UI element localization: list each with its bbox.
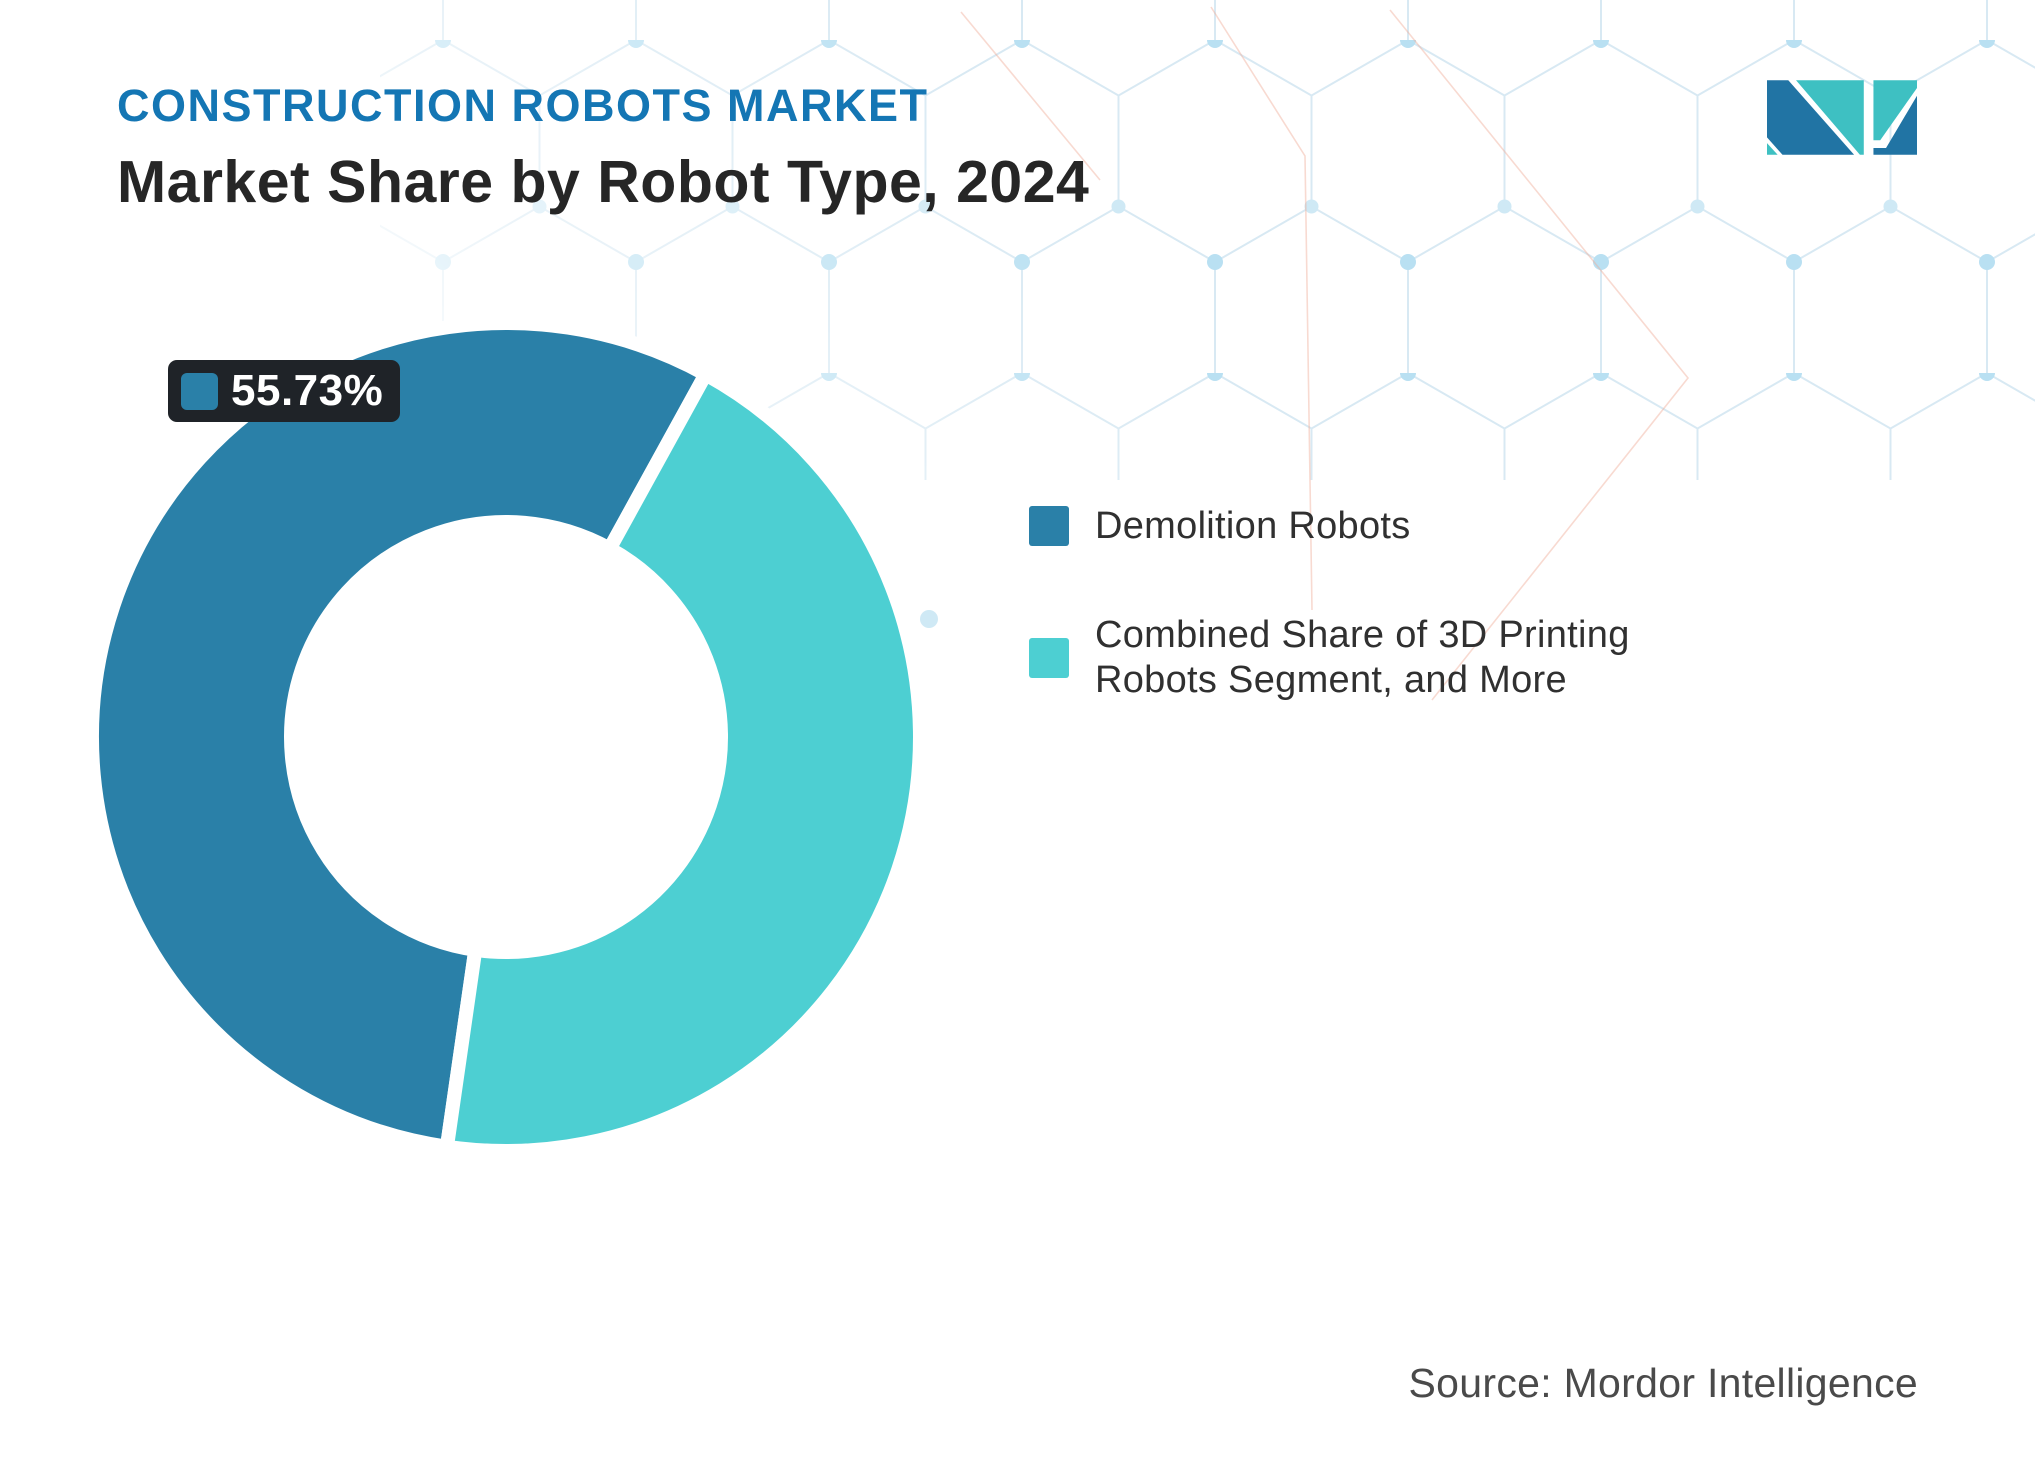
- logo-shape-teal-topright: [1796, 80, 1864, 155]
- slice-value-label: 55.73%: [168, 360, 401, 422]
- mordor-intelligence-logo: [1767, 80, 1917, 155]
- logo-shape-blue-right: [1873, 95, 1917, 155]
- header: CONSTRUCTION ROBOTS MARKET Market Share …: [117, 80, 1089, 216]
- logo-shape-blue-left: [1767, 80, 1855, 155]
- legend-swatch-teal: [1029, 637, 1069, 678]
- donut-slice-combined-share[interactable]: [439, 367, 927, 1158]
- decor-dot: [920, 610, 938, 628]
- legend-label: Combined Share of 3D Printing Robots Seg…: [1095, 613, 1630, 701]
- logo-shape-teal-right: [1873, 80, 1917, 141]
- donut-chart: [84, 316, 927, 1158]
- legend-item-combined-share: Combined Share of 3D Printing Robots Seg…: [1029, 613, 1630, 703]
- source-attribution: Source: Mordor Intelligence: [1408, 1360, 1918, 1406]
- legend-item-demolition-robots: Demolition Robots: [1029, 504, 1630, 549]
- slice-value-text: 55.73%: [231, 366, 384, 415]
- report-kicker: CONSTRUCTION ROBOTS MARKET: [117, 80, 929, 131]
- legend-label: Demolition Robots: [1095, 505, 1411, 547]
- chart-legend: Demolition Robots Combined Share of 3D P…: [1029, 504, 1630, 702]
- donut-slice-demolition-robots[interactable]: [84, 316, 713, 1154]
- red-accent-lines: [960, 6, 1690, 701]
- legend-swatch-blue: [1029, 506, 1069, 547]
- label-swatch-icon: [181, 372, 218, 410]
- page-title: Market Share by Robot Type, 2024: [117, 149, 1090, 215]
